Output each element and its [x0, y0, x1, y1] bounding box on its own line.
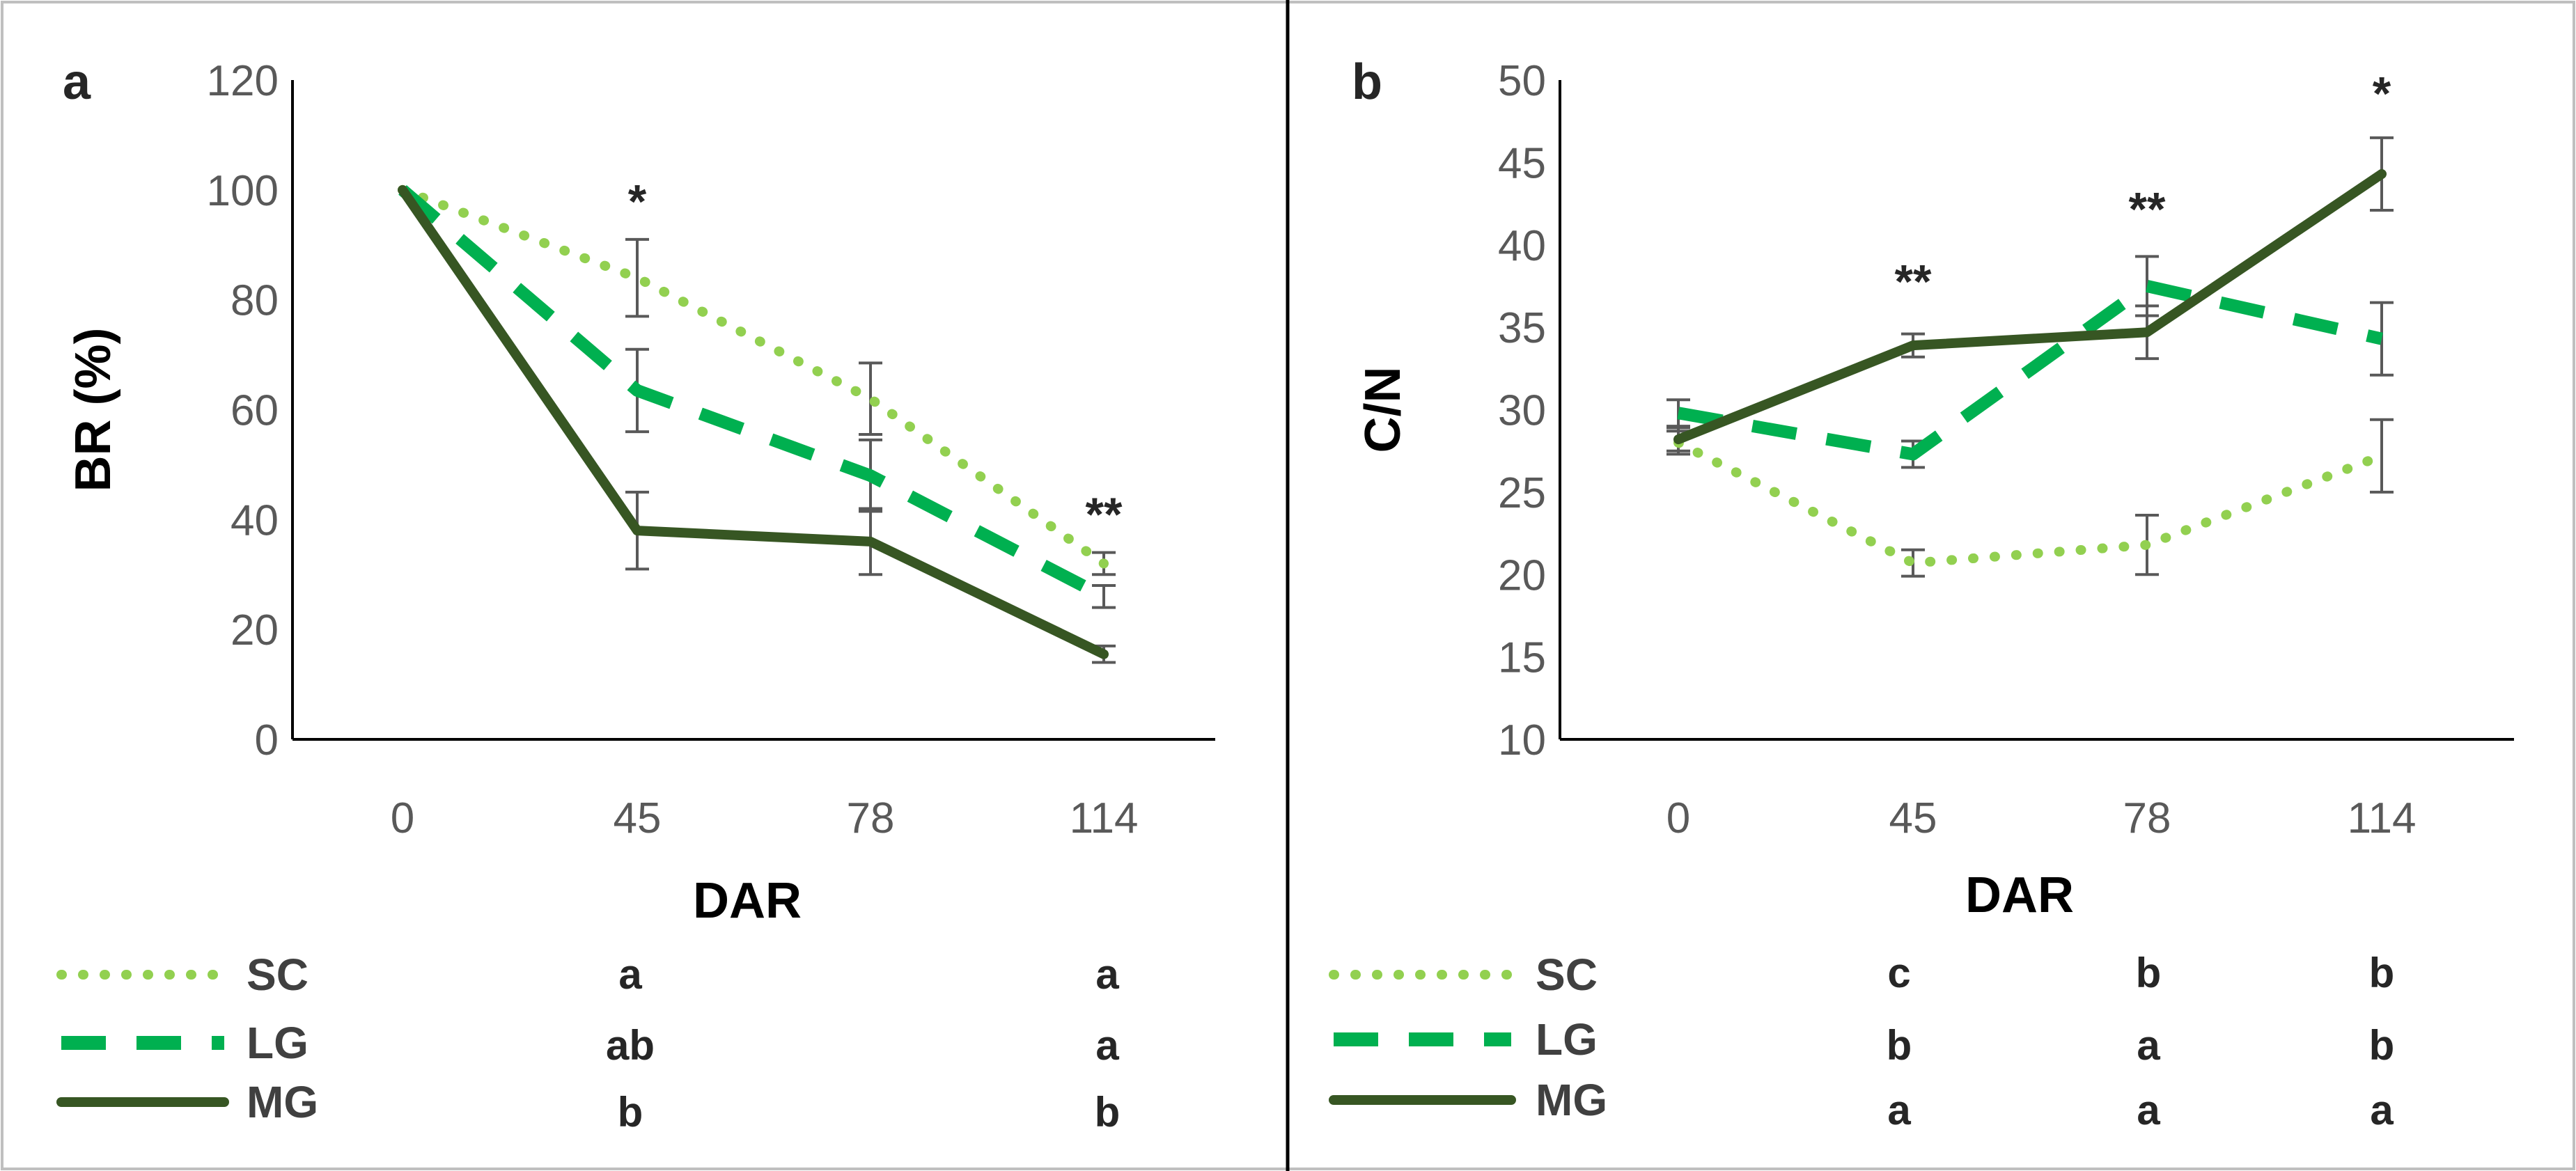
significance-letter: a [2137, 1087, 2160, 1133]
significance-letter: c [1887, 950, 1910, 996]
x-tick-label: 114 [2348, 794, 2417, 842]
significance-letter: a [618, 951, 642, 998]
y-axis-title: BR (%) [65, 328, 121, 492]
series-line-mg [398, 184, 1109, 659]
significance-letter: b [1887, 1022, 1912, 1069]
significance-letter: a [1095, 951, 1119, 998]
significance-letter: ab [606, 1022, 655, 1069]
x-axis-title: DAR [693, 873, 802, 929]
y-tick-label: 35 [1498, 304, 1546, 352]
significance-marker: ** [2129, 182, 2166, 235]
x-tick-label: 0 [1666, 794, 1690, 842]
significance-letter: b [2136, 950, 2162, 996]
x-tick-label: 0 [391, 794, 414, 842]
x-tick-label: 45 [614, 794, 662, 842]
panel-label: a [63, 54, 91, 110]
significance-marker: * [628, 175, 647, 228]
significance-letter: a [2137, 1022, 2160, 1069]
y-tick-label: 10 [1498, 716, 1546, 764]
legend-label: MG [247, 1077, 318, 1127]
series-line-sc [1673, 437, 2387, 568]
y-tick-label: 20 [1498, 551, 1546, 599]
y-tick-label: 40 [1498, 222, 1546, 270]
y-tick-label: 120 [207, 57, 279, 105]
series-line-lg [1677, 279, 2383, 461]
significance-letter: b [618, 1089, 643, 1135]
legend-label: LG [247, 1018, 309, 1068]
legend-label: LG [1536, 1014, 1598, 1064]
panel-label: b [1352, 54, 1382, 110]
y-tick-label: 30 [1498, 387, 1546, 435]
y-tick-label: 20 [231, 606, 279, 654]
y-tick-label: 15 [1498, 634, 1546, 682]
significance-letter: a [1887, 1087, 1911, 1133]
y-tick-label: 40 [231, 496, 279, 544]
x-tick-label: 78 [2123, 794, 2171, 842]
y-axis-title: C/N [1355, 367, 1411, 453]
significance-letter: a [2370, 1087, 2394, 1133]
x-tick-label: 78 [847, 794, 895, 842]
significance-letter: b [1095, 1089, 1121, 1135]
x-axis-title: DAR [1965, 867, 2074, 923]
series-line-mg [1673, 168, 2387, 445]
significance-letter: b [2369, 950, 2395, 996]
y-tick-label: 25 [1498, 469, 1546, 517]
series-line-sc [398, 184, 1109, 569]
y-tick-label: 0 [255, 716, 279, 764]
significance-letter: b [2369, 1022, 2395, 1069]
x-tick-label: 45 [1889, 794, 1937, 842]
y-tick-label: 45 [1498, 139, 1546, 187]
significance-marker: ** [1086, 488, 1123, 541]
legend-label: MG [1536, 1075, 1607, 1125]
significance-marker: ** [1895, 256, 1932, 308]
significance-letter: a [1095, 1022, 1119, 1069]
y-tick-label: 100 [207, 167, 279, 215]
significance-marker: * [2373, 68, 2391, 120]
y-tick-label: 60 [231, 387, 279, 435]
legend-label: SC [1536, 950, 1598, 1000]
legend-label: SC [247, 950, 309, 1000]
y-tick-label: 80 [231, 277, 279, 325]
y-tick-label: 50 [1498, 57, 1546, 105]
x-tick-label: 114 [1070, 794, 1139, 842]
series-line-lg [398, 184, 1107, 602]
